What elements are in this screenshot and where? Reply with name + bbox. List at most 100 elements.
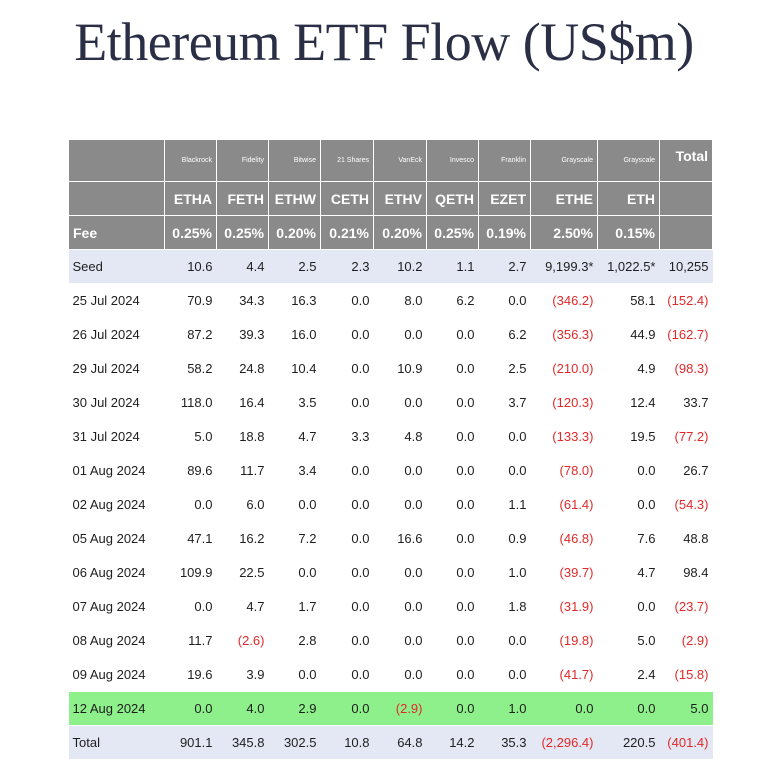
flow-cell: 2.4 (597, 657, 660, 692)
flow-cell: 4.7 (216, 589, 269, 624)
flow-cell: (356.3) (530, 317, 598, 352)
ticker-header: ETHA (164, 181, 217, 216)
flow-cell: 0.0 (320, 623, 374, 658)
fee-cell: 0.20% (373, 215, 427, 250)
flow-cell: 18.8 (216, 419, 269, 454)
issuer-header-row: Blackrock Fidelity Bitwise 21 Shares Van… (68, 139, 713, 182)
issuer-header: Bitwise (268, 139, 321, 182)
flow-cell: (98.3) (659, 351, 713, 386)
flow-cell: 0.0 (320, 283, 374, 318)
ticker-header: FETH (216, 181, 269, 216)
table-row: 01 Aug 2024 89.6 11.7 3.4 0.0 0.0 0.0 0.0 (78.0)… (68, 453, 713, 488)
row-label: 29 Jul 2024 (68, 351, 165, 386)
fee-cell: 0.25% (164, 215, 217, 250)
issuer-header: VanEck (373, 139, 427, 182)
flow-cell: 0.0 (478, 623, 531, 658)
row-label: 07 Aug 2024 (68, 589, 165, 624)
flow-cell: 1,022.5* (597, 249, 660, 284)
flow-cell: 10.4 (268, 351, 321, 386)
flow-cell: 0.0 (426, 555, 479, 590)
flow-cell: 39.3 (216, 317, 269, 352)
flow-cell: (23.7) (659, 589, 713, 624)
flow-cell: (39.7) (530, 555, 598, 590)
table-row: 08 Aug 2024 11.7 (2.6) 2.8 0.0 0.0 0.0 0.0 (19.8… (68, 623, 713, 658)
flow-cell: 3.7 (478, 385, 531, 420)
flow-cell: 0.0 (373, 623, 427, 658)
issuer-header: Invesco (426, 139, 479, 182)
page-title: Ethereum ETF Flow (US$m) (74, 12, 694, 72)
flow-cell: 0.0 (426, 691, 479, 726)
flow-cell: (2.9) (659, 623, 713, 658)
flow-cell: (2.9) (373, 691, 427, 726)
flow-cell: 0.0 (320, 555, 374, 590)
flow-cell: 2.5 (478, 351, 531, 386)
flow-cell: 44.9 (597, 317, 660, 352)
row-label: 30 Jul 2024 (68, 385, 165, 420)
fee-cell: 0.15% (597, 215, 660, 250)
table-row: 12 Aug 2024 0.0 4.0 2.9 0.0 (2.9) 0.0 1.0 0.0 0.0… (68, 691, 713, 726)
ticker-header: ETH (597, 181, 660, 216)
row-label: Total (68, 725, 165, 760)
flow-cell: 26.7 (659, 453, 713, 488)
flow-cell: 0.0 (426, 317, 479, 352)
table-row: 02 Aug 2024 0.0 6.0 0.0 0.0 0.0 0.0 1.1 (61.4) 0.… (68, 487, 713, 522)
flow-cell: 10.9 (373, 351, 427, 386)
flow-cell: 6.2 (478, 317, 531, 352)
issuer-header: Grayscale (530, 139, 598, 182)
flow-cell: 4.4 (216, 249, 269, 284)
total-row: Total 901.1 345.8 302.5 10.8 64.8 14.2 35.3 (2,2… (68, 725, 713, 760)
flow-cell: 1.8 (478, 589, 531, 624)
flow-cell: (15.8) (659, 657, 713, 692)
flow-cell: 0.0 (373, 385, 427, 420)
flow-cell: 33.7 (659, 385, 713, 420)
flow-cell: 16.0 (268, 317, 321, 352)
flow-cell: 0.0 (320, 589, 374, 624)
flow-cell: 0.0 (268, 487, 321, 522)
row-label: 06 Aug 2024 (68, 555, 165, 590)
flow-cell: 0.0 (320, 351, 374, 386)
flow-cell: 0.0 (373, 589, 427, 624)
flow-cell: 1.1 (478, 487, 531, 522)
fee-cell: 0.19% (478, 215, 531, 250)
flow-cell: 118.0 (164, 385, 217, 420)
row-label: Seed (68, 249, 165, 284)
flow-cell: 0.0 (478, 283, 531, 318)
flow-cell: 0.0 (426, 453, 479, 488)
flow-cell: 0.0 (373, 317, 427, 352)
flow-cell: 6.0 (216, 487, 269, 522)
flow-cell: 0.0 (426, 487, 479, 522)
flow-cell: (31.9) (530, 589, 598, 624)
flow-cell: 0.0 (268, 657, 321, 692)
flow-cell: 3.3 (320, 419, 374, 454)
flow-cell: 0.0 (530, 691, 598, 726)
flow-cell: 0.0 (268, 555, 321, 590)
flow-cell: (54.3) (659, 487, 713, 522)
flow-cell: 3.9 (216, 657, 269, 692)
flow-cell: 2.3 (320, 249, 374, 284)
row-label: 05 Aug 2024 (68, 521, 165, 556)
flow-cell: 7.6 (597, 521, 660, 556)
flow-cell: 0.0 (373, 453, 427, 488)
flow-cell: (2.6) (216, 623, 269, 658)
flow-cell: 2.9 (268, 691, 321, 726)
flow-cell: 0.0 (426, 623, 479, 658)
flow-cell: (77.2) (659, 419, 713, 454)
ticker-header: ETHW (268, 181, 321, 216)
ticker-header: ETHV (373, 181, 427, 216)
flow-cell: 0.0 (320, 385, 374, 420)
flow-cell: 0.0 (320, 691, 374, 726)
flow-cell: 2.7 (478, 249, 531, 284)
table-row: 05 Aug 2024 47.1 16.2 7.2 0.0 16.6 0.0 0.9 (46.8… (68, 521, 713, 556)
flow-cell: 0.0 (426, 589, 479, 624)
flow-cell: 24.8 (216, 351, 269, 386)
flow-cell: 10.2 (373, 249, 427, 284)
header-blank (659, 181, 713, 216)
flow-cell: 11.7 (164, 623, 217, 658)
header-blank (68, 181, 165, 216)
flow-cell: 58.1 (597, 283, 660, 318)
flow-cell: (133.3) (530, 419, 598, 454)
flow-cell: 345.8 (216, 725, 269, 760)
row-label: 09 Aug 2024 (68, 657, 165, 692)
flow-cell: 0.0 (320, 487, 374, 522)
ticker-header: QETH (426, 181, 479, 216)
